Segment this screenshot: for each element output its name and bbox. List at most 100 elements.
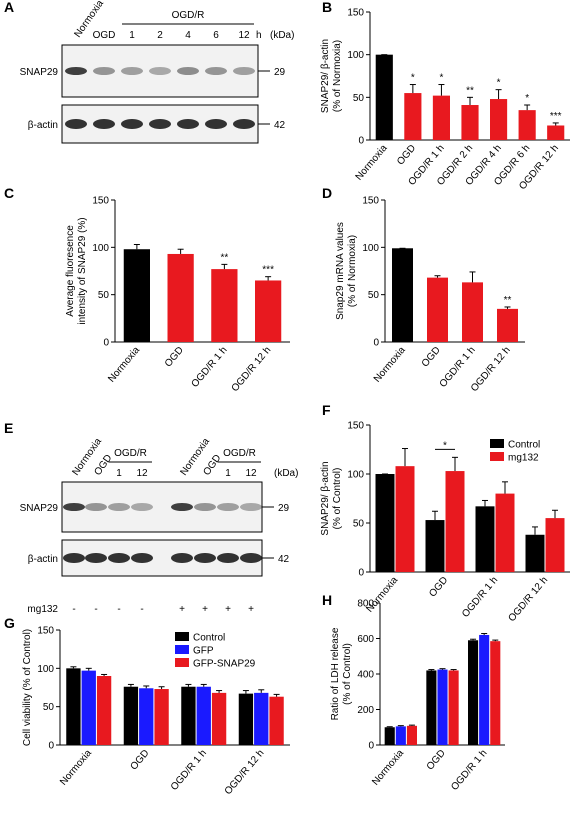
bar xyxy=(254,692,269,745)
significance: *** xyxy=(550,111,562,122)
row-label: SNAP29 xyxy=(20,503,59,514)
time-label: 1 xyxy=(116,468,122,479)
x-tick-label: Normoxia xyxy=(106,345,142,385)
bar xyxy=(123,249,150,342)
x-tick-label: OGD/R 12 h xyxy=(506,575,550,624)
legend-label: mg132 xyxy=(508,453,539,464)
blot-band xyxy=(93,67,115,75)
bar xyxy=(425,520,445,572)
panel-label: G xyxy=(4,615,15,631)
bar xyxy=(255,280,282,342)
blot-band xyxy=(121,67,143,75)
blot-band xyxy=(63,503,85,511)
legend-swatch xyxy=(490,439,504,448)
group-label: OGD/R xyxy=(114,448,147,459)
y-tick-label: 50 xyxy=(43,702,55,713)
legend-label: GFP xyxy=(193,646,214,657)
blot-band xyxy=(171,503,193,511)
x-tick-label: OGD xyxy=(395,143,418,168)
y-tick-label: 600 xyxy=(357,634,374,645)
bar xyxy=(468,640,479,745)
blot-band xyxy=(233,119,255,129)
significance: ** xyxy=(504,295,512,306)
blot-band xyxy=(93,119,115,129)
treatment-sign: + xyxy=(248,604,254,615)
lane-label: OGD xyxy=(201,453,223,478)
y-tick-label: 50 xyxy=(368,290,380,301)
kda-label: 42 xyxy=(278,554,290,565)
significance: ** xyxy=(220,252,228,263)
time-label: 4 xyxy=(185,30,191,41)
treatment-sign: - xyxy=(117,604,120,615)
blot-band xyxy=(205,67,227,75)
y-tick-label: 150 xyxy=(37,626,54,637)
panel-label: F xyxy=(322,402,331,418)
blot-band xyxy=(108,553,130,563)
y-tick-label: 0 xyxy=(358,136,364,147)
panel-label: B xyxy=(322,0,332,15)
bar xyxy=(547,125,565,140)
y-axis-label: Average fluoresence xyxy=(65,225,76,317)
bar xyxy=(123,686,139,745)
time-label: 12 xyxy=(245,468,257,479)
bar xyxy=(395,726,406,745)
bar xyxy=(96,676,112,745)
y-tick-label: 150 xyxy=(347,8,364,19)
panel-label: H xyxy=(322,592,332,608)
legend-label: GFP-SNAP29 xyxy=(193,659,256,670)
time-label: 6 xyxy=(213,30,219,41)
bar xyxy=(475,506,495,572)
blot-band xyxy=(217,503,239,511)
y-axis-label: (% of Control) xyxy=(342,643,353,705)
x-tick-label: OGD/R 12 h xyxy=(223,748,267,797)
y-tick-label: 0 xyxy=(48,741,54,752)
group-label: OGD/R xyxy=(223,448,256,459)
kda-label: 29 xyxy=(278,503,290,514)
significance: * xyxy=(497,78,501,89)
bar xyxy=(426,670,437,745)
bar xyxy=(196,686,211,745)
panel-label: A xyxy=(4,0,14,15)
bar xyxy=(525,534,545,572)
bar xyxy=(479,634,490,745)
bar xyxy=(395,466,415,572)
blot-band xyxy=(63,553,85,563)
bar xyxy=(437,669,448,745)
legend-swatch xyxy=(175,645,189,654)
bar xyxy=(432,95,450,140)
bar xyxy=(545,518,565,572)
blot-band xyxy=(149,67,171,75)
y-tick-label: 0 xyxy=(368,741,374,752)
treatment-sign: - xyxy=(94,604,97,615)
blot-band xyxy=(108,503,130,511)
blot-band xyxy=(177,119,199,129)
x-tick-label: OGD/R 1 h xyxy=(460,575,500,620)
blot-box xyxy=(61,44,259,98)
x-tick-label: OGD xyxy=(427,575,450,600)
bar xyxy=(445,471,465,572)
blot-band xyxy=(131,553,153,563)
bar xyxy=(490,99,508,140)
bar xyxy=(81,670,96,745)
unit-label: (kDa) xyxy=(274,468,298,479)
x-tick-label: OGD xyxy=(128,748,151,773)
significance: *** xyxy=(262,265,274,276)
kda-label: 42 xyxy=(274,120,286,131)
blot-band xyxy=(149,119,171,129)
x-tick-label: Normoxia xyxy=(354,143,390,183)
bar xyxy=(392,248,413,342)
y-tick-label: 100 xyxy=(347,50,364,61)
y-tick-label: 150 xyxy=(347,421,364,432)
x-tick-label: OGD/R 1 h xyxy=(169,748,209,793)
blot-band xyxy=(171,553,193,563)
significance: * xyxy=(439,73,443,84)
blot-band xyxy=(65,67,87,75)
y-tick-label: 100 xyxy=(37,664,54,675)
x-tick-label: OGD/R 12 h xyxy=(230,345,274,394)
blot-band xyxy=(65,119,87,129)
row-label: β-actin xyxy=(28,554,58,565)
treatment-sign: + xyxy=(179,604,185,615)
panel-label: D xyxy=(322,185,332,201)
bar xyxy=(167,253,194,342)
treatment-sign: + xyxy=(202,604,208,615)
